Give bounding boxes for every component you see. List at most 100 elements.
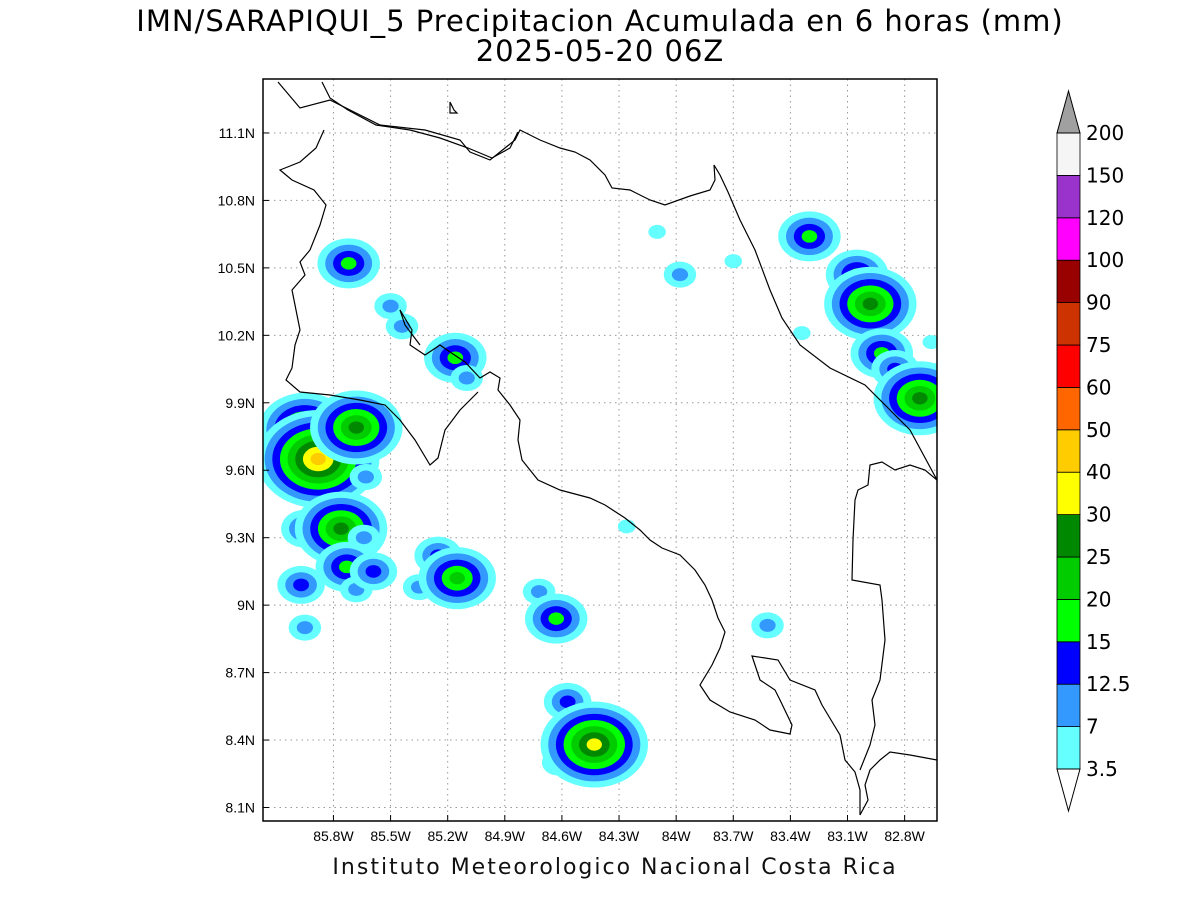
lat-tick-label: 9N [237, 597, 255, 613]
precip-contour [333, 522, 349, 535]
lat-tick-label: 10.5N [218, 260, 255, 276]
lat-tick-label: 8.4N [225, 732, 255, 748]
lon-tick-label: 85.8W [313, 828, 354, 844]
lon-tick-label: 85.5W [370, 828, 411, 844]
nicaragua-lake-shore [321, 81, 519, 159]
legend-label: 60 [1086, 375, 1111, 399]
legend-swatch [1056, 599, 1081, 643]
precip-cell [617, 519, 636, 534]
legend-label: 25 [1086, 545, 1111, 569]
precipitation-cells [263, 211, 937, 788]
lat-tick-label: 10.8N [218, 192, 255, 208]
precip-cell [288, 614, 322, 641]
lon-tick-label: 83.1W [827, 828, 868, 844]
legend-label: 150 [1086, 163, 1124, 187]
precip-cell [724, 254, 743, 269]
legend-label: 3.5 [1086, 757, 1118, 781]
legend-swatch [1056, 556, 1081, 600]
precip-cell [751, 612, 784, 639]
map-grid [263, 79, 937, 821]
precip-contour [912, 392, 928, 405]
osa-peninsula-coast [859, 751, 937, 816]
precip-contour [449, 571, 465, 585]
lon-tick-label: 84.6W [542, 828, 583, 844]
lat-tick-label: 8.7N [225, 665, 255, 681]
coastline [277, 81, 937, 816]
legend-swatch [1056, 174, 1081, 219]
precip-cell [922, 335, 937, 350]
lat-tick-label: 9.3N [225, 530, 255, 546]
precip-cell [385, 313, 419, 340]
map-title: IMN/SARAPIQUI_5 Precipitacion Acumulada … [136, 4, 1064, 38]
precip-cell [277, 565, 325, 604]
precip-contour [355, 531, 373, 545]
lon-tick-label: 84W [662, 828, 692, 844]
precip-cell [349, 463, 383, 490]
precip-contour [559, 695, 576, 709]
precip-contour [393, 319, 411, 333]
gulf-papagayo-coast [278, 129, 479, 466]
precip-cell [540, 701, 649, 788]
precip-contour [447, 351, 464, 365]
legend-swatch [1056, 217, 1081, 261]
precip-cell [450, 365, 483, 392]
legend-swatch [1056, 429, 1081, 473]
precip-cell [793, 326, 811, 341]
precip-cell [524, 593, 588, 644]
precip-contour [793, 326, 811, 341]
precip-contour [293, 578, 309, 592]
precip-contour [759, 618, 776, 632]
lon-tick-label: 82.8W [884, 828, 925, 844]
credit-text: Instituto Meteorologico Nacional Costa R… [332, 855, 898, 880]
precip-contour [348, 421, 365, 434]
axis-ticks: 85.8W 85.5W 85.2W 84.9W 84.6W 84.3W 84W 83.7W 83… [218, 125, 926, 844]
legend-label: 15 [1086, 630, 1111, 654]
legend-swatch [1056, 726, 1081, 770]
legend-label: 100 [1086, 248, 1124, 272]
island [449, 101, 459, 114]
legend-label: 50 [1086, 418, 1111, 442]
precip-contour [648, 224, 666, 239]
legend-swatch [1056, 344, 1081, 388]
legend-swatch [1056, 514, 1081, 558]
map-subtitle: 2025-05-20 06Z [475, 34, 725, 68]
border-line [851, 461, 937, 771]
precip-cell [349, 552, 398, 591]
precip-cell [418, 547, 496, 610]
legend-label: 200 [1086, 121, 1124, 145]
lon-tick-label: 83.7W [713, 828, 754, 844]
precip-cell [648, 224, 666, 239]
lon-tick-label: 85.2W [427, 828, 468, 844]
precip-contour [862, 297, 879, 311]
colorbar-legend: 3.5 7 12.5 15 20 25 30 40 50 60 75 90 100 120 150 200 [1056, 89, 1131, 813]
precip-contour [617, 519, 636, 534]
precip-cell [873, 361, 937, 436]
legend-lower-arrow [1056, 768, 1081, 813]
lat-tick-label: 9.6N [225, 462, 255, 478]
lat-tick-label: 11.1N [219, 125, 255, 141]
precip-contour [296, 621, 314, 635]
precip-contour [922, 335, 937, 350]
precip-cell [824, 266, 917, 341]
precip-contour [382, 299, 399, 313]
precip-contour [530, 585, 548, 599]
lon-tick-label: 84.9W [485, 828, 526, 844]
precip-contour [671, 268, 689, 282]
precip-cell [778, 211, 841, 262]
precip-contour [357, 470, 374, 484]
legend-swatch [1056, 641, 1081, 685]
precip-contour [548, 612, 565, 625]
legend-label: 20 [1086, 587, 1111, 611]
legend-swatch [1056, 471, 1081, 516]
legend-label: 12.5 [1086, 672, 1131, 696]
precip-contour [365, 565, 382, 578]
legend-label: 7 [1086, 715, 1099, 739]
precip-contour [724, 254, 743, 269]
precip-contour [458, 371, 475, 385]
map-frame [262, 78, 938, 822]
precip-cell [310, 390, 403, 465]
legend-label: 40 [1086, 460, 1111, 484]
legend-swatch [1056, 386, 1081, 431]
nicoya-gulf-coast [399, 309, 861, 815]
